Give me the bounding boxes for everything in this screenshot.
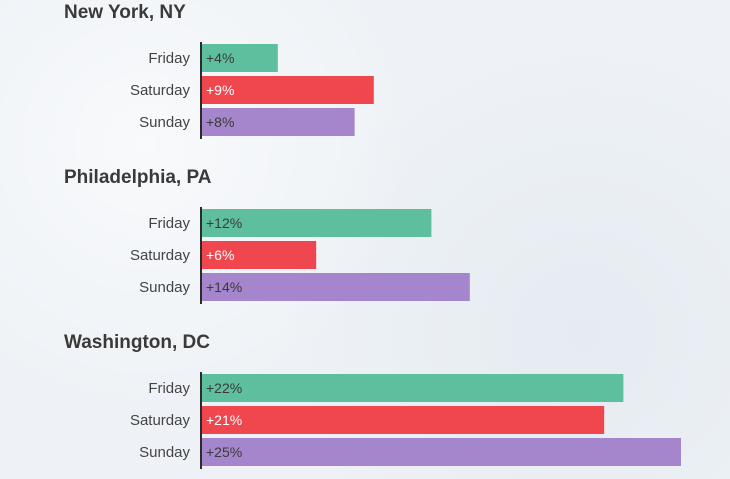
bar — [201, 76, 374, 104]
data-label: +6% — [206, 247, 234, 263]
data-label: +21% — [206, 412, 242, 428]
data-label: +4% — [206, 50, 234, 66]
bar — [201, 438, 681, 466]
bar — [201, 374, 624, 402]
data-label: +12% — [206, 215, 242, 231]
chart-panel-0: New York, NY Friday +4% Saturday +9% Sunday +8… — [64, 2, 374, 139]
bar — [201, 241, 317, 269]
bar — [201, 406, 605, 434]
bar — [201, 273, 470, 301]
data-label: +25% — [206, 444, 242, 460]
category-label: Saturday — [130, 412, 191, 429]
category-label: Friday — [148, 50, 190, 67]
data-label: +9% — [206, 82, 234, 98]
category-label: Sunday — [139, 444, 190, 461]
bar — [201, 44, 278, 72]
category-label: Saturday — [130, 82, 191, 99]
bar — [201, 108, 355, 136]
category-label: Saturday — [130, 247, 191, 264]
category-label: Sunday — [139, 279, 190, 296]
data-label: +22% — [206, 380, 242, 396]
panel-title: Philadelphia, PA — [64, 167, 212, 188]
panel-title: New York, NY — [64, 2, 186, 23]
data-label: +14% — [206, 279, 242, 295]
chart-panel-1: Philadelphia, PA Friday +12% Saturday +6% Sun… — [64, 167, 470, 304]
category-label: Friday — [148, 380, 190, 397]
category-label: Friday — [148, 215, 190, 232]
bar — [201, 209, 432, 237]
panel-title: Washington, DC — [64, 332, 210, 353]
data-label: +8% — [206, 114, 234, 130]
chart-panel-2: Washington, DC Friday +22% Saturday +21% Sund… — [64, 332, 681, 469]
category-label: Sunday — [139, 114, 190, 131]
